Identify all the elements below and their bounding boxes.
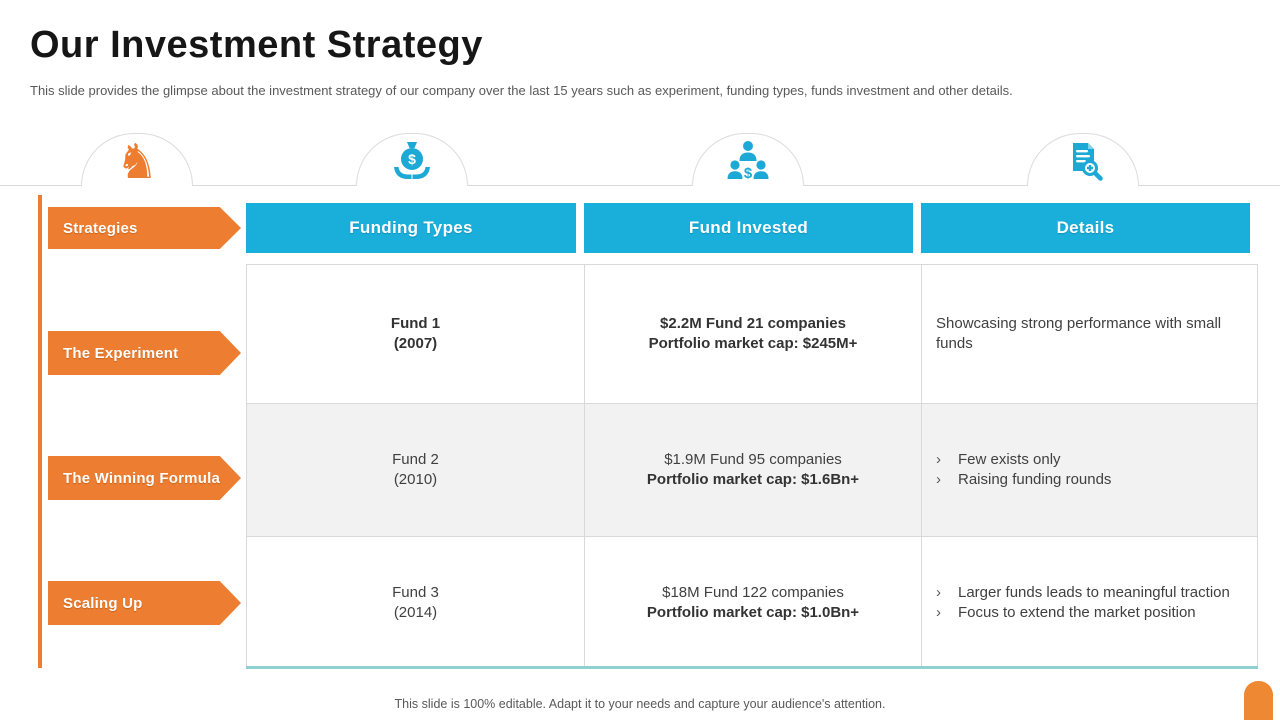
table-row-experiment: Fund 1 (2007) $2.2M Fund 21 companies Po… — [247, 265, 1257, 403]
row-label-text: Scaling Up — [63, 594, 143, 612]
editable-footer-note: This slide is 100% editable. Adapt it to… — [394, 697, 886, 711]
portfolio-cap: Portfolio market cap: $1.0Bn+ — [646, 604, 860, 621]
chevron-bullet-icon: › — [936, 451, 941, 469]
row-label-scaling-up: Scaling Up — [48, 581, 241, 625]
column-header-funding-types: Funding Types — [246, 203, 576, 253]
document-search-icon — [1059, 137, 1107, 185]
row-header-strategies: Strategies — [48, 207, 241, 249]
table-row-scaling-up: Fund 3 (2014) $18M Fund 122 companies Po… — [247, 536, 1257, 669]
strategy-table-body: Fund 1 (2007) $2.2M Fund 21 companies Po… — [246, 264, 1258, 669]
bullet-text: Few exists only — [958, 451, 1061, 469]
fund-name: Fund 1 — [390, 315, 441, 333]
corner-accent-shape — [1244, 681, 1273, 720]
detail-bullet: › Raising funding rounds — [936, 470, 1243, 490]
money-bag-hands-icon: $ — [388, 137, 436, 185]
svg-text:$: $ — [408, 151, 416, 167]
cell-funding-type: Fund 2 (2010) — [247, 404, 584, 536]
row-header-label: Strategies — [63, 219, 138, 237]
bullet-text: Raising funding rounds — [958, 471, 1112, 488]
details-text: Showcasing strong performance with small… — [936, 315, 1222, 352]
detail-bullet: › Larger funds leads to meaningful tract… — [936, 583, 1243, 603]
column-header-label: Funding Types — [349, 218, 473, 237]
portfolio-cap: Portfolio market cap: $245M+ — [648, 335, 858, 352]
row-label-text: The Experiment — [63, 344, 179, 362]
column-header-fund-invested: Fund Invested — [584, 203, 913, 253]
fund-year: (2010) — [393, 471, 438, 488]
fund-year: (2014) — [393, 604, 438, 621]
detail-bullet: › Few exists only — [936, 450, 1243, 470]
slide-subtitle: This slide provides the glimpse about th… — [30, 83, 1013, 98]
bullet-text: Focus to extend the market position — [958, 604, 1196, 621]
arch-strategies: ♞ — [81, 133, 193, 186]
svg-text:$: $ — [744, 165, 753, 182]
chess-knight-icon: ♞ — [115, 134, 159, 190]
column-header-label: Details — [1056, 218, 1115, 237]
investor-group-icon: $ — [724, 137, 772, 185]
chevron-bullet-icon: › — [936, 604, 941, 621]
column-header-details: Details — [921, 203, 1250, 253]
cell-fund-invested: $2.2M Fund 21 companies Portfolio market… — [584, 265, 921, 403]
row-label-the-experiment: The Experiment — [48, 331, 241, 375]
fund-name: Fund 3 — [392, 584, 439, 602]
top-divider-line — [0, 185, 1280, 186]
page-title: Our Investment Strategy — [30, 24, 483, 66]
bullet-text: Larger funds leads to meaningful tractio… — [958, 584, 1230, 602]
invested-amount: $18M Fund 122 companies — [662, 584, 844, 602]
chevron-bullet-icon: › — [936, 584, 941, 602]
cell-details: › Larger funds leads to meaningful tract… — [921, 537, 1257, 669]
chevron-bullet-icon: › — [936, 471, 941, 488]
cell-fund-invested: $1.9M Fund 95 companies Portfolio market… — [584, 404, 921, 536]
arch-funding-types: $ — [356, 133, 468, 186]
cell-fund-invested: $18M Fund 122 companies Portfolio market… — [584, 537, 921, 669]
cell-funding-type: Fund 1 (2007) — [247, 265, 584, 403]
cell-details: › Few exists only › Raising funding roun… — [921, 404, 1257, 536]
row-label-the-winning-formula: The Winning Formula — [48, 456, 241, 500]
portfolio-cap: Portfolio market cap: $1.6Bn+ — [646, 471, 860, 488]
cell-funding-type: Fund 3 (2014) — [247, 537, 584, 669]
detail-bullet: › Focus to extend the market position — [936, 603, 1243, 623]
column-header-label: Fund Invested — [688, 218, 809, 237]
table-bottom-accent-line — [246, 666, 1258, 669]
row-label-text: The Winning Formula — [63, 469, 220, 487]
arch-fund-invested: $ — [692, 133, 804, 186]
cell-details: Showcasing strong performance with small… — [921, 265, 1257, 403]
left-accent-bar — [38, 195, 42, 668]
invested-amount: $1.9M Fund 95 companies — [664, 451, 842, 469]
invested-amount: $2.2M Fund 21 companies — [660, 315, 846, 333]
fund-name: Fund 2 — [392, 451, 439, 469]
table-row-winning-formula: Fund 2 (2010) $1.9M Fund 95 companies Po… — [247, 403, 1257, 536]
arch-details — [1027, 133, 1139, 186]
fund-year: (2007) — [393, 335, 438, 352]
